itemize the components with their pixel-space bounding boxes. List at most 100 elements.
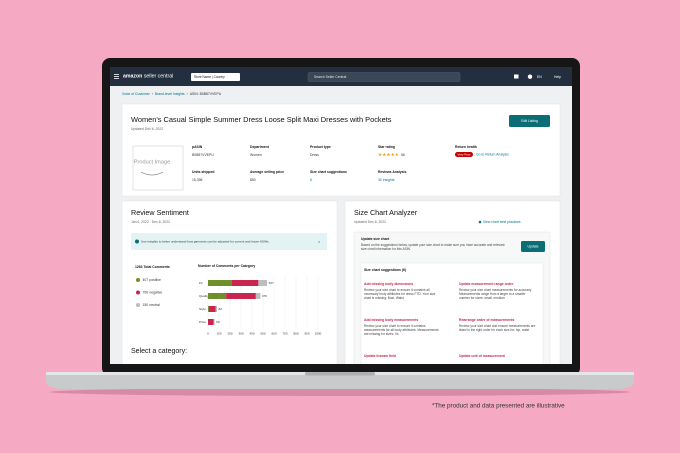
update-title: Update size chart: [361, 237, 390, 241]
search-placeholder[interactable]: Search Seller Central: [314, 75, 346, 79]
field-label: Product type: [310, 145, 331, 149]
field-value: 15,398: [192, 178, 202, 182]
shadow: [50, 388, 630, 396]
legend-item: 407positive: [143, 278, 161, 282]
suggestions-title: Size chart suggestions (6): [364, 268, 406, 272]
bar-segment: [226, 293, 256, 299]
field-label: Reviews Analysis: [378, 170, 406, 174]
x-tick-label: 100: [216, 331, 221, 335]
mail-icon[interactable]: [514, 74, 519, 79]
field-label: Department: [250, 145, 270, 149]
bar-segment: [208, 293, 227, 299]
crumb[interactable]: Brand-level Insights: [155, 92, 185, 96]
logo[interactable]: amazon seller central: [123, 74, 173, 80]
field-value: $50: [250, 178, 256, 182]
suggestion-title[interactable]: Update unit of measurement: [459, 354, 506, 358]
x-tick-label: 900: [304, 331, 309, 335]
product-title: Women's Casual Simple Summer Dress Loose…: [131, 115, 392, 124]
size-updated: Updated Dec 6, 2022: [354, 220, 386, 224]
info-text: Use insights to better understand how ga…: [141, 240, 270, 244]
close-icon[interactable]: ×: [318, 239, 321, 244]
logo-text[interactable]: amazon: [123, 74, 142, 80]
bar-segment: [208, 319, 214, 325]
suggestion-text-box: Review your size chart to ensure it cont…: [364, 324, 439, 337]
suggestion-title[interactable]: Rearrange order of measurements: [459, 318, 515, 322]
star: ★: [382, 152, 387, 157]
settings-icon[interactable]: [527, 74, 533, 79]
field-value[interactable]: 30 Insights: [378, 178, 395, 182]
breadcrumb: Voice of Customer › Brand-level Insights › A…: [122, 92, 222, 96]
category-label: Fit: [199, 281, 203, 285]
star-filled: ★: [395, 152, 400, 157]
search-box[interactable]: [307, 72, 461, 82]
menu-icon[interactable]: [114, 74, 119, 79]
x-tick-label: 400: [249, 331, 254, 335]
help[interactable]: Help: [554, 75, 561, 79]
store-selector[interactable]: [191, 73, 240, 81]
x-tick-label: 200: [227, 331, 232, 335]
crumb: ASIN: B0B87VVEPU: [190, 92, 222, 96]
suggestion-text: Review your size chart measurements for …: [459, 288, 532, 301]
size-title: Size Chart Analyzer: [354, 208, 418, 217]
edit-button-text[interactable]: Edit Listing: [521, 119, 538, 123]
field-label: Units shipped: [192, 170, 214, 174]
store-text[interactable]: Store Name | Country: [194, 75, 225, 79]
legend-dot: [136, 278, 140, 282]
product-card: [121, 103, 561, 197]
bar-segment: [255, 293, 261, 299]
update-button[interactable]: [521, 241, 545, 252]
suggestion-text-box: Review your size chart measurements for …: [459, 288, 532, 301]
star-filled: ★: [386, 152, 391, 157]
update-text: Based on the suggestions below, update y…: [361, 243, 505, 252]
suggestion-text: Review your size chart and ensure measur…: [459, 324, 536, 333]
language[interactable]: EN: [537, 75, 542, 79]
suggestion-title[interactable]: Update Inseam field: [364, 354, 396, 358]
star: ★: [391, 152, 396, 157]
update-button-text[interactable]: Update: [528, 245, 539, 249]
legend-dot: [136, 303, 140, 307]
update-text-box: Based on the suggestions below, update y…: [361, 243, 505, 252]
crumb[interactable]: Voice of Customer: [122, 92, 151, 96]
status-text: Very Poor: [457, 152, 470, 156]
info-icon: [135, 239, 139, 244]
total-label: 60: [216, 320, 220, 324]
field-label: pASIN: [192, 145, 203, 149]
x-tick-label: 500: [260, 331, 265, 335]
return-link[interactable]: Go to Return Analysis: [476, 153, 509, 157]
chart-title: Number of Comments per Category: [198, 264, 255, 268]
suggestion-title[interactable]: Update measurement range order: [459, 282, 514, 286]
suggestion-text: Review your size chart to ensure it cont…: [364, 324, 439, 337]
best-practices-link[interactable]: View chart best practices: [483, 220, 521, 224]
field-value: Dress: [310, 153, 319, 157]
category-label: Price: [199, 320, 206, 324]
legend-item: 150neutral: [143, 303, 160, 307]
link-icon: [478, 220, 482, 224]
field-label: Average selling price: [250, 170, 284, 174]
bar-segment: [208, 280, 232, 286]
logo-sub[interactable]: seller central: [144, 74, 173, 80]
edit-button[interactable]: [509, 115, 550, 127]
field-value[interactable]: 6: [310, 178, 312, 182]
x-tick-label: 700: [282, 331, 287, 335]
x-tick-label: 300: [238, 331, 243, 335]
total-comments: 1263 Total Comments: [135, 265, 170, 269]
suggestion-text: Review your size chart to ensure it cont…: [364, 288, 436, 301]
x-tick-label: 600: [271, 331, 276, 335]
star: ★: [386, 152, 391, 157]
field-label: Star rating: [378, 145, 395, 149]
rating-count: 56: [401, 153, 405, 157]
legend-count: 150: [143, 303, 149, 307]
x-tick-label: 0: [207, 331, 209, 335]
notch: [305, 372, 375, 376]
laptop-base: [46, 372, 634, 389]
suggestion-title[interactable]: Add missing body dimensions: [364, 282, 413, 286]
star-filled: ★: [391, 152, 396, 157]
star-filled: ★: [378, 152, 383, 157]
sentiment-title: Review Sentiment: [131, 208, 189, 217]
suggestion-title[interactable]: Add missing body measurements: [364, 318, 418, 322]
image-placeholder: [132, 145, 184, 191]
sentiment-dates: Jan 6, 2022 - Dec 6, 2022: [131, 220, 170, 224]
suggestions-box: [360, 262, 544, 364]
info-box: [131, 233, 327, 250]
